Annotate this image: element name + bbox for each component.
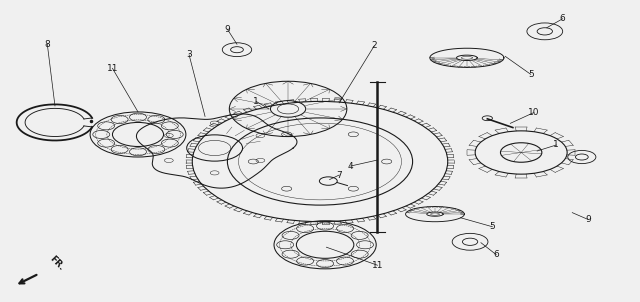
Text: 5: 5 <box>490 222 495 231</box>
Text: 1: 1 <box>253 97 259 106</box>
Text: 2: 2 <box>371 41 377 50</box>
Text: 11: 11 <box>107 64 118 73</box>
Text: 9: 9 <box>225 25 230 34</box>
Text: 3: 3 <box>186 50 192 59</box>
Text: 5: 5 <box>528 70 534 79</box>
Text: 8: 8 <box>44 40 50 49</box>
Text: 6: 6 <box>493 250 499 259</box>
Text: 6: 6 <box>560 14 566 23</box>
Text: 10: 10 <box>528 108 540 117</box>
Text: 7: 7 <box>336 171 342 180</box>
Text: FR.: FR. <box>48 254 66 272</box>
Text: 1: 1 <box>554 140 559 149</box>
Text: 9: 9 <box>586 215 591 224</box>
Text: 4: 4 <box>348 162 353 171</box>
Text: 11: 11 <box>372 261 383 270</box>
